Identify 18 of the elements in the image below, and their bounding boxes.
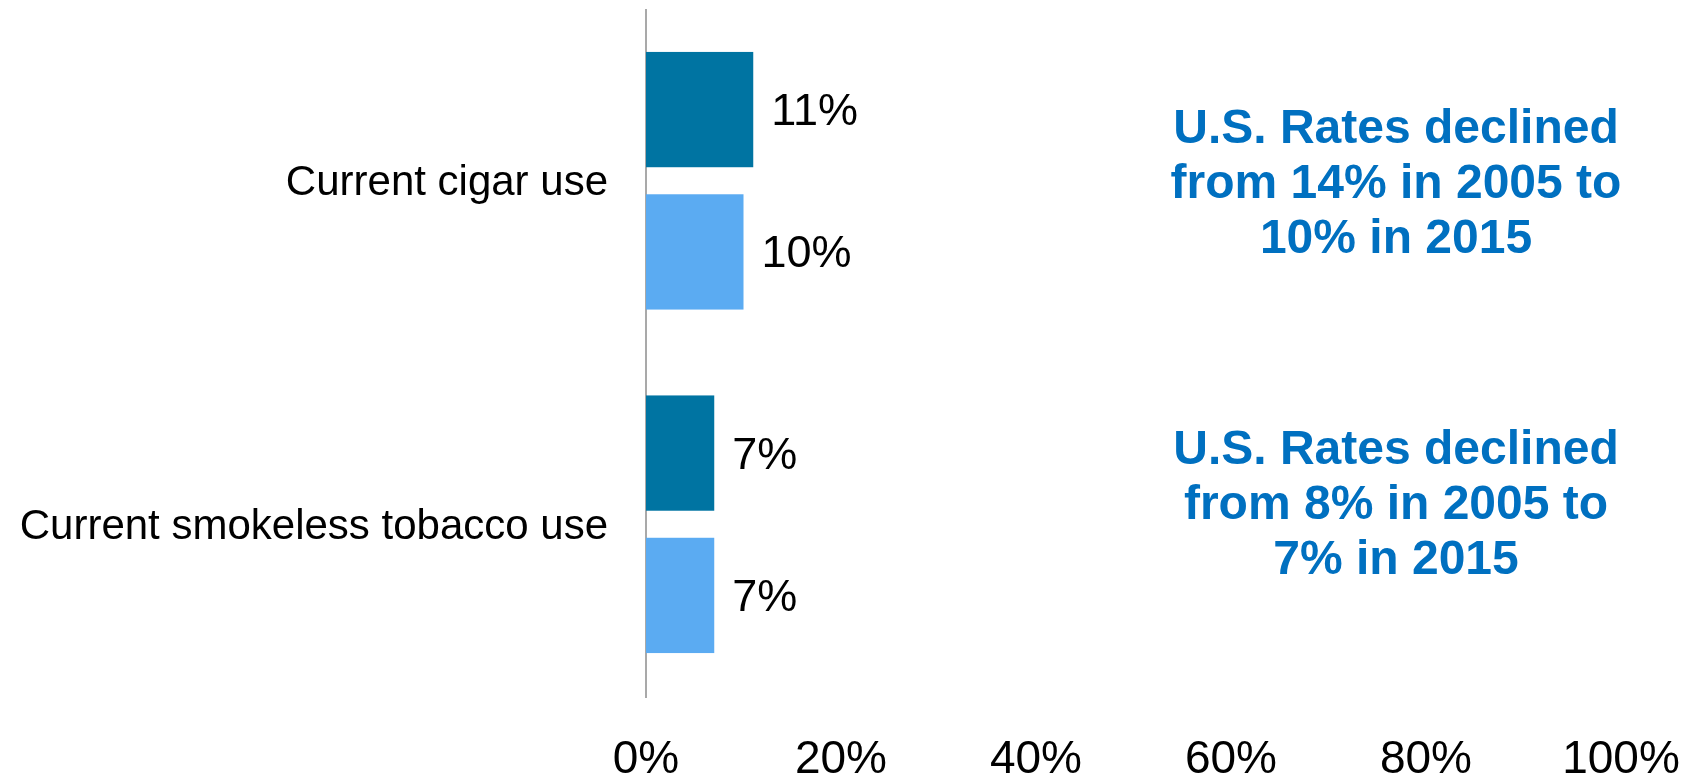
- x-tick-label: 100%: [1562, 731, 1680, 775]
- y-tick-label: Current smokeless tobacco use: [19, 500, 608, 548]
- x-tick-label: 60%: [1184, 731, 1278, 775]
- data-label: 10%: [761, 226, 852, 278]
- bar: [646, 194, 744, 310]
- x-tick-label: 80%: [1379, 731, 1473, 775]
- bar: [646, 51, 754, 168]
- annotation: U.S. Rates declined from 8% in 2005 to 7% in 2015: [1173, 420, 1619, 584]
- annotation: U.S. Rates declined from 14% in 2005 to 10% in 2015: [1170, 99, 1622, 263]
- bar: [646, 537, 715, 654]
- data-label: 7%: [732, 427, 798, 479]
- data-label: 7%: [732, 569, 798, 621]
- x-tick-label: 0%: [612, 731, 680, 775]
- bar: [646, 395, 715, 511]
- y-tick-label: Current cigar use: [285, 157, 608, 205]
- data-label: 11%: [771, 84, 858, 136]
- x-tick-label: 40%: [989, 731, 1083, 775]
- x-tick-label: 20%: [794, 731, 888, 775]
